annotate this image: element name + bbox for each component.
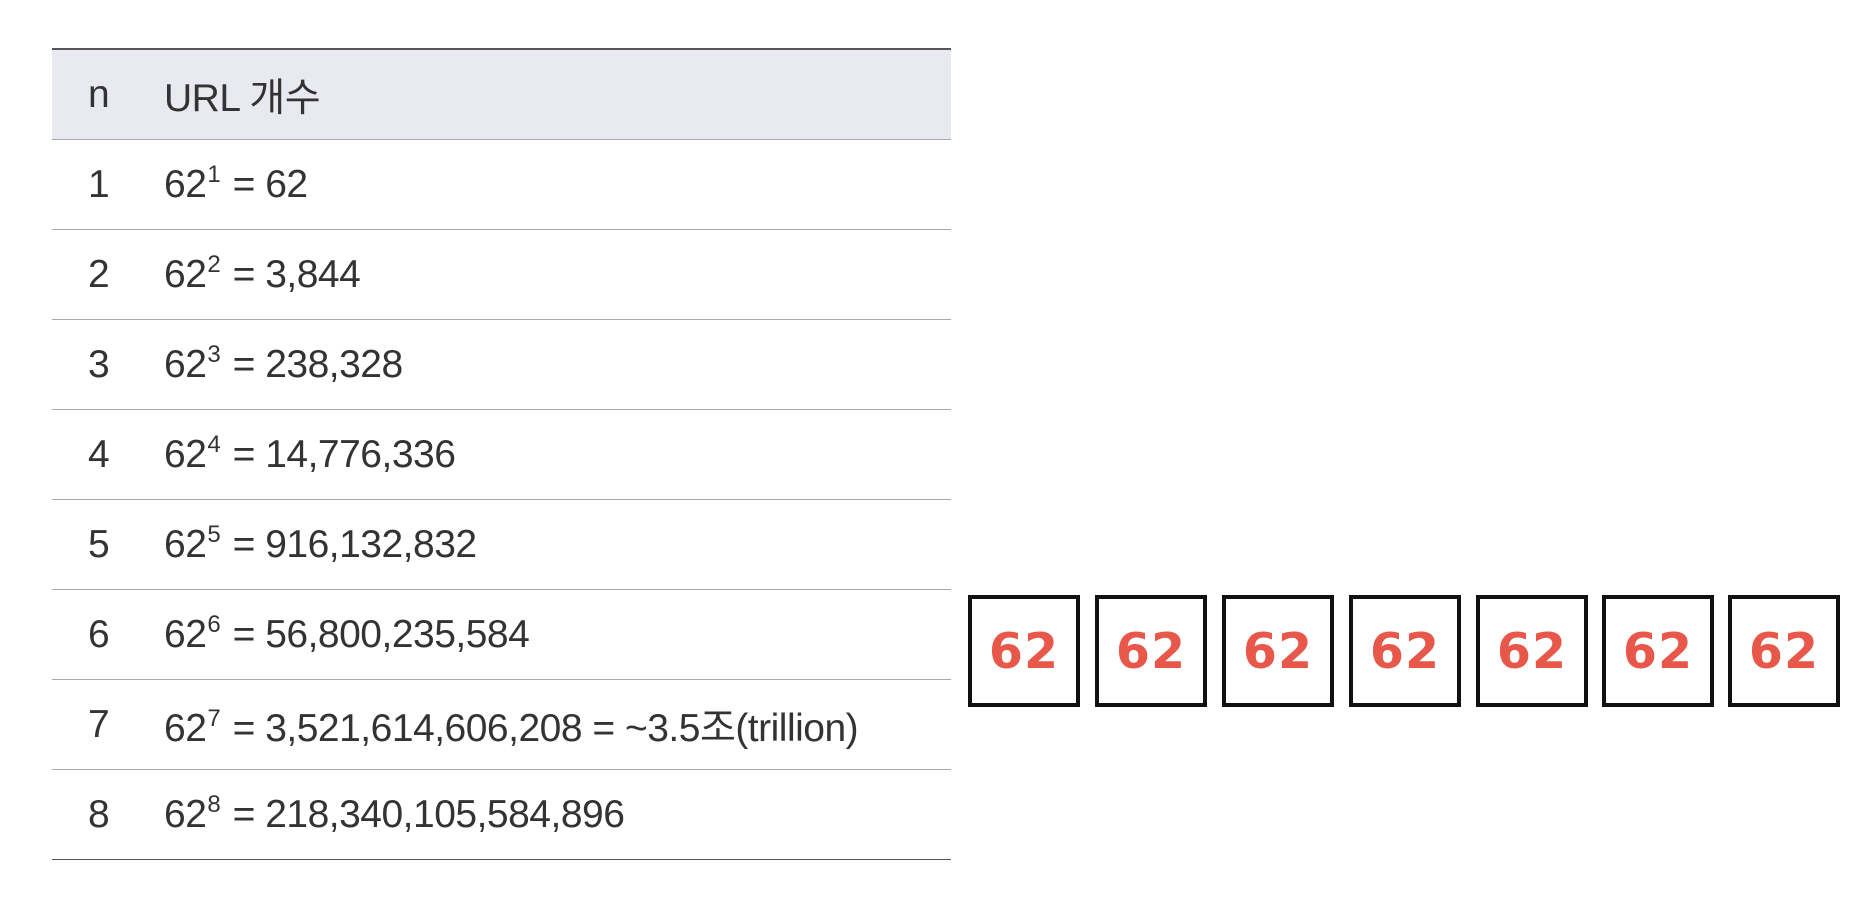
table-row: 8 628 = 218,340,105,584,896 [52,769,951,860]
result: = 238,328 [222,342,404,386]
exponent: 4 [207,430,221,458]
row-value: 621 = 62 [164,139,951,230]
base: 62 [164,432,207,476]
table-row: 4 624 = 14,776,336 [52,409,951,500]
result: = 3,521,614,606,208 = ~3.5조(trillion) [222,706,859,750]
base: 62 [164,612,207,656]
exponent: 8 [207,790,221,818]
result: = 218,340,105,584,896 [222,792,625,836]
digit-box: 62 [1728,595,1840,707]
base: 62 [164,706,207,750]
row-n: 3 [52,319,164,410]
digit-box: 62 [1476,595,1588,707]
exponent: 6 [207,610,221,638]
row-n: 4 [52,409,164,500]
result: = 14,776,336 [222,432,456,476]
result: = 3,844 [222,252,361,296]
base: 62 [164,162,207,206]
table-row: 6 626 = 56,800,235,584 [52,589,951,680]
result: = 916,132,832 [222,522,478,566]
row-n: 5 [52,499,164,590]
result: = 62 [222,162,309,206]
base: 62 [164,792,207,836]
row-value: 628 = 218,340,105,584,896 [164,769,951,860]
row-value: 624 = 14,776,336 [164,409,951,500]
header-n: n [52,49,164,140]
table-row: 7 627 = 3,521,614,606,208 = ~3.5조(trilli… [52,679,951,770]
digit-box: 62 [1349,595,1461,707]
url-count-table-container: n URL 개수 1 621 = 62 2 622 = 3,844 3 623 … [52,48,951,860]
base: 62 [164,522,207,566]
exponent: 1 [207,160,221,188]
row-value: 626 = 56,800,235,584 [164,589,951,680]
row-value: 623 = 238,328 [164,319,951,410]
base: 62 [164,342,207,386]
exponent: 7 [207,704,221,732]
table-row: 2 622 = 3,844 [52,229,951,320]
row-n: 1 [52,139,164,230]
table-header-row: n URL 개수 [52,49,951,140]
exponent: 2 [207,250,221,278]
table-row: 3 623 = 238,328 [52,319,951,410]
exponent: 3 [207,340,221,368]
row-n: 7 [52,679,164,770]
digit-box: 62 [968,595,1080,707]
row-value: 622 = 3,844 [164,229,951,320]
row-n: 8 [52,769,164,860]
base: 62 [164,252,207,296]
digit-box: 62 [1095,595,1207,707]
row-n: 6 [52,589,164,680]
table-row: 5 625 = 916,132,832 [52,499,951,590]
header-url-count: URL 개수 [164,49,951,140]
exponent: 5 [207,520,221,548]
row-value: 627 = 3,521,614,606,208 = ~3.5조(trillion… [164,679,951,770]
row-n: 2 [52,229,164,320]
url-count-table: n URL 개수 1 621 = 62 2 622 = 3,844 3 623 … [52,48,951,860]
digit-box: 62 [1602,595,1714,707]
digit-box: 62 [1222,595,1334,707]
row-value: 625 = 916,132,832 [164,499,951,590]
table-row: 1 621 = 62 [52,139,951,230]
result: = 56,800,235,584 [222,612,530,656]
